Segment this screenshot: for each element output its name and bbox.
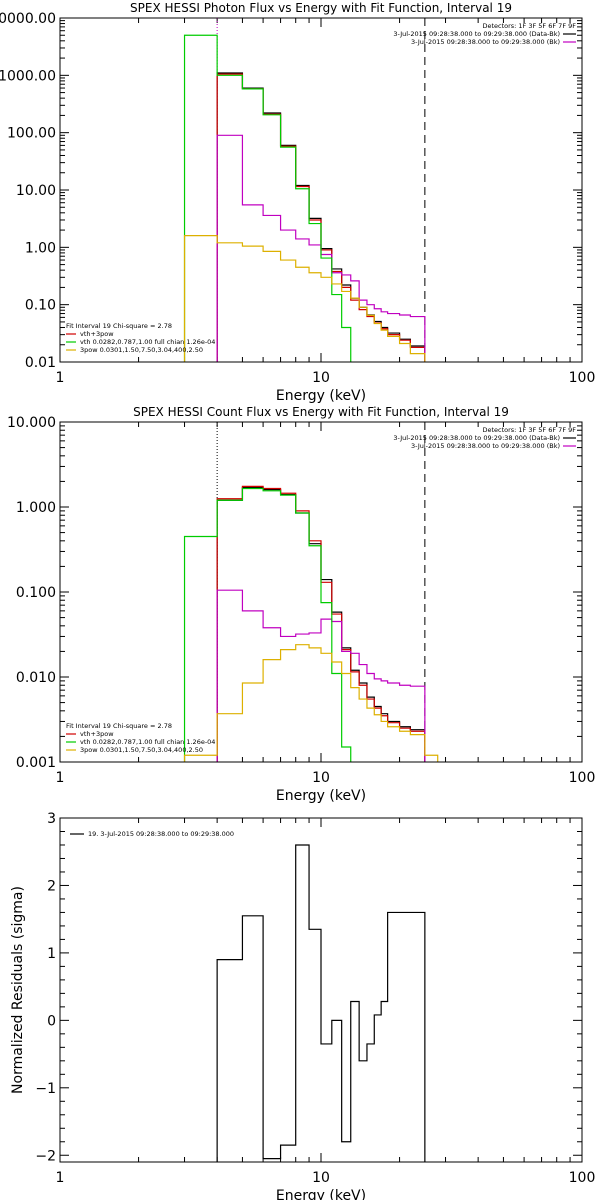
y-tick-label: 1.00 — [25, 240, 56, 256]
y-tick-label: 3 — [47, 811, 56, 827]
y-axis-label: Normalized Residuals (sigma) — [10, 886, 26, 1094]
series-background — [216, 589, 426, 762]
legend-entry: 3-Jul-2015 09:28:38.000 to 09:29:38.000 … — [393, 434, 560, 442]
y-tick-label: 2 — [47, 878, 56, 894]
y-tick-label: 0.01 — [25, 355, 56, 371]
series-data — [216, 486, 426, 762]
legend-entry: vth 0.0282,0.787,1.00 full chian 1.26e-0… — [80, 338, 215, 346]
x-tick-label: 10 — [312, 370, 330, 386]
chart-panel-1: SPEX HESSI Photon Flux vs Energy with Fi… — [0, 1, 596, 404]
x-axis-label: Energy (keV) — [276, 1188, 366, 1200]
x-axis-label: Energy (keV) — [276, 788, 366, 804]
y-tick-label: 0.100 — [16, 585, 56, 601]
legend-entry: Detectors: 1F 3F 5F 6F 7F 9F — [482, 22, 576, 30]
legend-entry: vth+3pow — [80, 330, 114, 338]
chart-panel-2: SPEX HESSI Count Flux vs Energy with Fit… — [7, 405, 596, 804]
y-tick-label: 10000.00 — [0, 11, 56, 27]
legend-entry: 19. 3-Jul-2015 09:28:38.000 to 09:29:38.… — [88, 830, 234, 838]
legend-entry: 3pow 0.0301,1.50,7.50,3.04,400,2.50 — [80, 746, 203, 754]
legend-entry: Fit Interval 19 Chi-square = 2.78 — [66, 722, 172, 730]
plot-frame — [59, 817, 583, 1163]
legend-entry: 3-Jul-2015 09:28:38.000 to 09:29:38.000 … — [411, 38, 560, 46]
legend-entry: Detectors: 1F 3F 5F 6F 7F 9F — [482, 426, 576, 434]
x-tick-label: 10 — [312, 1170, 330, 1186]
series-thermal — [183, 34, 352, 362]
chart-title: SPEX HESSI Count Flux vs Energy with Fit… — [133, 405, 509, 419]
legend-entry: 3-Jul-2015 09:28:38.000 to 09:29:38.000 … — [393, 30, 560, 38]
legend-entry: Fit Interval 19 Chi-square = 2.78 — [66, 322, 172, 330]
x-tick-label: 1 — [56, 1170, 65, 1186]
x-tick-label: 1 — [56, 770, 65, 786]
series-thermal — [183, 487, 352, 762]
chart-title: SPEX HESSI Photon Flux vs Energy with Fi… — [130, 1, 512, 15]
x-tick-label: 10 — [312, 770, 330, 786]
legend-entry: vth+3pow — [80, 730, 114, 738]
y-tick-label: 0.001 — [16, 755, 56, 771]
series-background — [216, 134, 426, 362]
y-tick-label: 1.000 — [16, 500, 56, 516]
legend-entry: 3-Jul-2015 09:28:38.000 to 09:29:38.000 … — [411, 442, 560, 450]
series-powerlaw — [183, 644, 439, 762]
x-tick-label: 100 — [569, 1170, 596, 1186]
x-axis-label: Energy (keV) — [276, 388, 366, 404]
series-powerlaw — [183, 235, 426, 362]
y-tick-label: 0 — [47, 1013, 56, 1029]
y-tick-label: −1 — [35, 1081, 56, 1097]
y-tick-label: 10.000 — [7, 415, 56, 431]
y-tick-label: −2 — [35, 1148, 56, 1164]
plot-frame — [59, 421, 583, 763]
legend-entry: 3pow 0.0301,1.50,7.50,3.04,400,2.50 — [80, 346, 203, 354]
series-total — [216, 485, 426, 762]
y-tick-label: 1000.00 — [0, 68, 56, 84]
x-tick-label: 100 — [569, 770, 596, 786]
x-tick-label: 100 — [569, 370, 596, 386]
y-tick-label: 0.010 — [16, 670, 56, 686]
series-residuals — [216, 844, 426, 1162]
chart-panel-3: 1 10 100 −2 −1 0 1 2 3 Energy (keV) Normalized Res… — [10, 811, 595, 1200]
y-tick-label: 10.00 — [16, 183, 56, 199]
y-tick-label: 0.10 — [25, 298, 56, 314]
series-data — [216, 72, 426, 362]
x-tick-label: 1 — [56, 370, 65, 386]
y-tick-label: 1 — [47, 946, 56, 962]
plot-frame — [59, 17, 583, 363]
legend-entry: vth 0.0282,0.787,1.00 full chian 1.26e-0… — [80, 738, 215, 746]
y-tick-label: 100.00 — [7, 126, 56, 142]
